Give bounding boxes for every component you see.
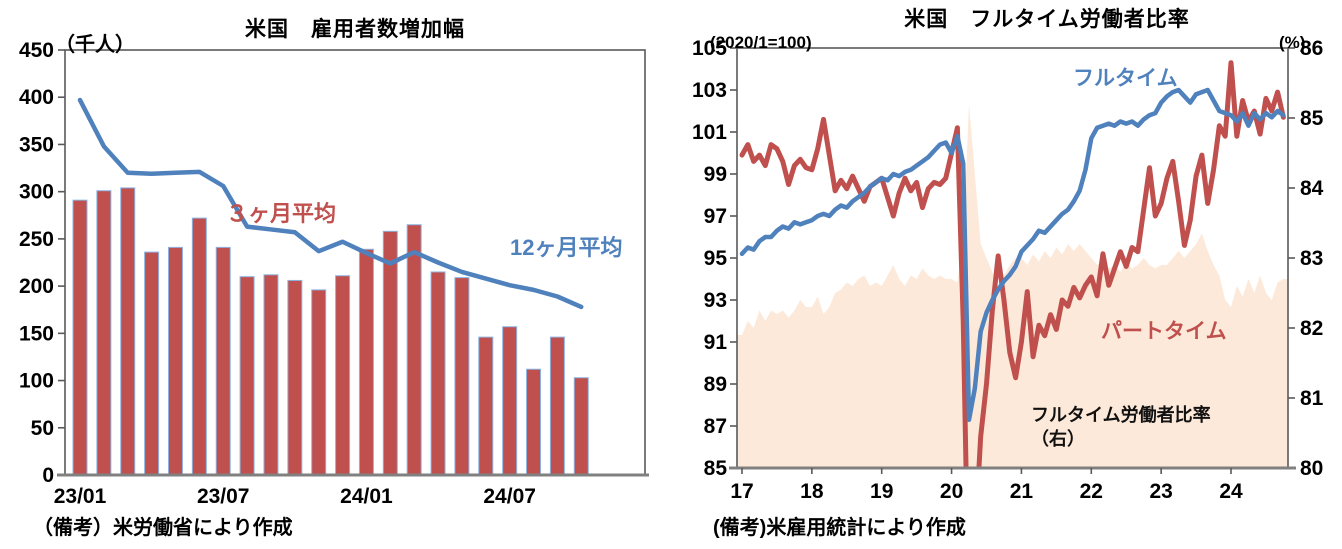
- left-axis-unit-label: （千人）: [55, 34, 135, 56]
- svg-text:101: 101: [692, 121, 727, 144]
- svg-text:83: 83: [1300, 247, 1323, 270]
- svg-text:23/07: 23/07: [197, 485, 250, 508]
- right-chart-title: 米国 フルタイム労働者比率: [904, 8, 1190, 31]
- svg-text:18: 18: [800, 480, 824, 503]
- right-chart-right-axis-label: (%): [1279, 33, 1306, 52]
- svg-text:85: 85: [704, 457, 728, 480]
- svg-text:95: 95: [704, 247, 728, 270]
- svg-text:250: 250: [19, 228, 54, 251]
- svg-text:87: 87: [704, 415, 727, 438]
- left-chart-title: 米国 雇用者数増加幅: [245, 18, 465, 41]
- svg-text:105: 105: [692, 37, 727, 60]
- right-chart-left-y-axis: 85 87 89 91 93 95 97 99 101 103 105: [692, 37, 737, 480]
- series-label-12month-average: 12ヶ月平均: [510, 235, 623, 260]
- svg-text:82: 82: [1300, 317, 1323, 340]
- svg-text:84: 84: [1300, 177, 1324, 200]
- employment-gains-chart: 0 50 100 150 200 250 300 350 400 450 23/01 23/07 24/…: [19, 39, 649, 508]
- svg-text:400: 400: [19, 86, 54, 109]
- series-label-fulltime-ratio: フルタイム労働者比率 （右）: [1031, 403, 1211, 452]
- svg-text:23/01: 23/01: [54, 485, 107, 508]
- svg-text:97: 97: [704, 205, 727, 228]
- svg-text:19: 19: [870, 480, 893, 503]
- svg-text:350: 350: [19, 133, 54, 156]
- series-label-fulltime: フルタイム: [1073, 67, 1178, 90]
- line-fulltime: [739, 87, 1286, 422]
- svg-text:91: 91: [704, 331, 728, 354]
- right-plot-series: [737, 60, 1288, 468]
- svg-text:22: 22: [1080, 480, 1103, 503]
- series-label-parttime: パートタイム: [1101, 320, 1227, 343]
- svg-text:300: 300: [19, 181, 54, 204]
- svg-text:21: 21: [1010, 480, 1034, 503]
- svg-text:100: 100: [19, 370, 54, 393]
- svg-text:200: 200: [19, 275, 54, 298]
- fulltime-ratio-chart-panel: 85 87 89 91 93 95 97 99 101 103 105 80 81 82 83 84 85 86 1…: [671, 0, 1342, 549]
- svg-text:81: 81: [1300, 387, 1324, 410]
- left-x-axis-labels: 23/01 23/07 24/01 24/07: [54, 485, 536, 508]
- svg-text:150: 150: [19, 322, 54, 345]
- fulltime-ratio-label-line2: （右）: [1031, 429, 1085, 450]
- svg-text:86: 86: [1300, 37, 1323, 60]
- svg-text:93: 93: [704, 289, 727, 312]
- right-chart-source-note: (備考)米雇用統計により作成: [713, 517, 966, 539]
- svg-text:50: 50: [31, 417, 54, 440]
- svg-text:17: 17: [730, 480, 753, 503]
- series-label-3month-average: ３ヶ月平均: [226, 201, 337, 226]
- area-fulltime-ratio: [737, 104, 1288, 468]
- fulltime-ratio-chart: 85 87 89 91 93 95 97 99 101 103 105 80 81 82 83 84 85 86 1…: [692, 37, 1324, 503]
- right-x-axis-labels: 17 18 19 20 21 22 23 24: [730, 468, 1243, 503]
- svg-text:20: 20: [940, 480, 963, 503]
- svg-text:24/07: 24/07: [483, 485, 536, 508]
- svg-text:99: 99: [704, 163, 727, 186]
- left-chart-source-note: （備考）米労働省により作成: [33, 517, 293, 539]
- line-12month-average: [77, 97, 584, 310]
- svg-text:0: 0: [42, 464, 54, 487]
- fulltime-ratio-label-line1: フルタイム労働者比率: [1031, 405, 1211, 425]
- left-y-axis: 0 50 100 150 200 250 300 350 400 450: [19, 39, 65, 487]
- svg-text:80: 80: [1300, 457, 1323, 480]
- svg-text:24/01: 24/01: [340, 485, 393, 508]
- bars-3month-average: [72, 187, 589, 476]
- svg-text:450: 450: [19, 39, 54, 62]
- right-chart-left-axis-label: (2020/1=100): [710, 33, 812, 52]
- svg-text:85: 85: [1300, 107, 1324, 130]
- svg-text:103: 103: [692, 79, 727, 102]
- svg-text:23: 23: [1149, 480, 1172, 503]
- svg-text:24: 24: [1219, 480, 1243, 503]
- employment-gains-chart-panel: 0 50 100 150 200 250 300 350 400 450 23/01 23/07 24/…: [19, 18, 649, 539]
- line-parttime: [739, 60, 1286, 468]
- svg-text:89: 89: [704, 373, 727, 396]
- right-chart-right-y-axis: 80 81 82 83 84 85 86: [1288, 37, 1324, 480]
